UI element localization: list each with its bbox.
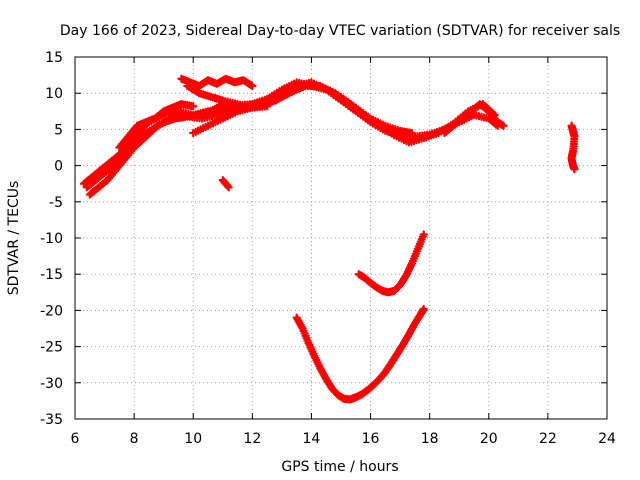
y-tick-label: 10	[45, 86, 63, 102]
x-tick-label: 22	[539, 431, 557, 447]
x-tick-label: 18	[421, 431, 439, 447]
y-tick-label: -25	[40, 340, 63, 356]
series-track-12	[292, 304, 428, 404]
x-tick-label: 16	[362, 431, 380, 447]
series-track-2	[85, 81, 499, 199]
data-point-plus	[263, 102, 272, 111]
series-track-7	[115, 99, 198, 152]
x-tick-label: 10	[184, 431, 202, 447]
chart-title: Day 166 of 2023, Sidereal Day-to-day VTE…	[60, 23, 620, 39]
y-tick-label: -30	[40, 376, 63, 392]
x-tick-label: 14	[303, 431, 321, 447]
x-tick-label: 20	[480, 431, 498, 447]
x-tick-labels: 6 8 10 12 14 16 18 20 22 24	[71, 431, 616, 447]
y-axis-label: SDTVAR / TECUs	[6, 181, 22, 296]
data-point-plus	[570, 165, 579, 174]
series-track-11	[354, 230, 428, 297]
series-track-4	[189, 78, 316, 138]
series-track-10	[567, 121, 579, 174]
x-tick-label: 12	[243, 431, 261, 447]
data-marks	[79, 74, 579, 404]
axis-ticks	[74, 56, 608, 420]
series-track-9	[218, 175, 233, 192]
x-tick-label: 24	[598, 431, 616, 447]
y-tick-label: -5	[49, 195, 63, 211]
y-tick-label: -20	[40, 303, 63, 319]
data-point-plus	[189, 102, 198, 111]
data-point-plus	[407, 128, 417, 138]
y-tick-label: -35	[40, 412, 63, 428]
x-axis-label: GPS time / hours	[281, 459, 398, 475]
y-tick-label: 5	[54, 122, 63, 138]
y-tick-label: 15	[45, 50, 63, 66]
data-point-plus	[419, 304, 428, 314]
grid-lines	[75, 57, 607, 419]
x-tick-label: 6	[71, 431, 80, 447]
series-track-8	[440, 99, 508, 138]
y-tick-label: 0	[54, 159, 63, 175]
data-point-plus	[499, 121, 508, 130]
data-point-plus	[419, 230, 428, 239]
x-tick-label: 8	[130, 431, 139, 447]
series-track-5	[177, 74, 257, 91]
y-tick-label: -10	[40, 231, 63, 247]
series-track-6	[183, 81, 272, 112]
y-tick-labels: 15 10 5 0 -5 -10 -15 -20 -25 -30 -35	[40, 50, 63, 428]
data-point-plus	[307, 78, 316, 87]
data-point-plus	[248, 81, 257, 91]
y-tick-label: -15	[40, 267, 63, 283]
data-point-plus	[224, 183, 233, 192]
